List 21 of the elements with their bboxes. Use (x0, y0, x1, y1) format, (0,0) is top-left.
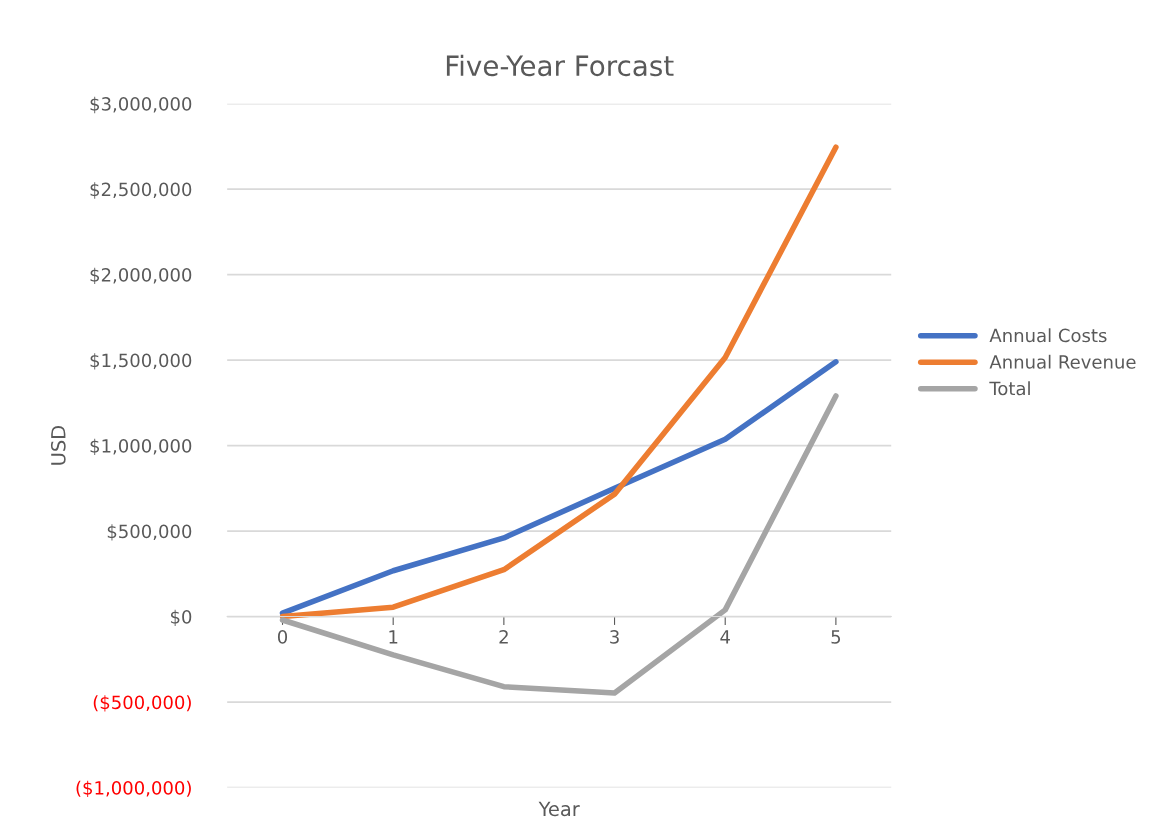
y-tick-label: $3,000,000 (90, 96, 192, 114)
x-tick-label: 4 (720, 630, 730, 644)
x-tick-label: 0 (277, 630, 288, 644)
y-tick-label: ($1,000,000) (76, 780, 191, 798)
y-tick-label: $2,500,000 (90, 182, 192, 199)
y-tick-label: ($500,000) (93, 695, 191, 712)
y-tick-label: $500,000 (107, 524, 192, 541)
y-tick-label: $2,000,000 (90, 267, 192, 285)
legend-label: Annual Costs (989, 328, 1107, 343)
x-tick-label: 3 (610, 630, 619, 644)
x-tick-label: 5 (831, 630, 841, 644)
x-tick-label: 2 (499, 630, 508, 644)
x-axis-title: Year (538, 801, 580, 817)
legend-label: Total (989, 381, 1030, 396)
chart-title: Five-Year Forcast (446, 54, 674, 77)
y-tick-label: $0 (170, 609, 192, 627)
y-axis-title: USD (50, 425, 66, 465)
y-tick-label: $1,500,000 (90, 353, 192, 370)
legend-label: Annual Revenue (989, 354, 1136, 369)
x-tick-label: 1 (389, 630, 398, 644)
y-tick-label: $1,000,000 (90, 438, 192, 456)
